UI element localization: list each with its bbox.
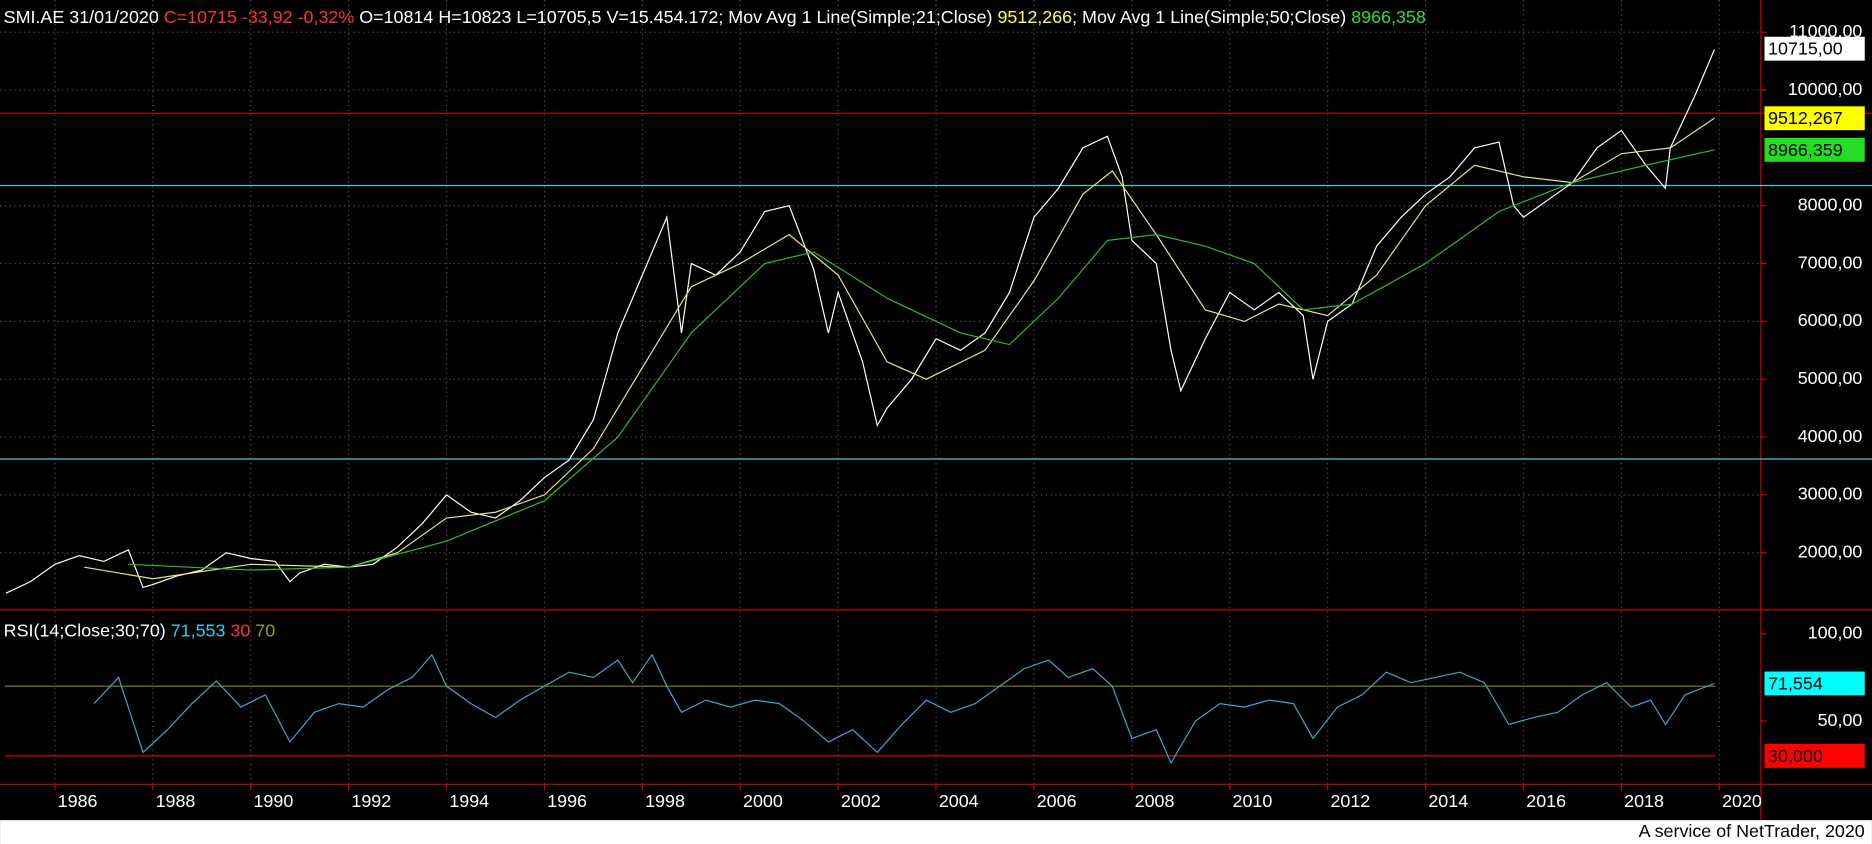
y-tick-label: 10000,00 [1788, 79, 1863, 99]
y-tick-label: 7000,00 [1798, 252, 1863, 272]
series-line [128, 149, 1715, 571]
value-box [1764, 671, 1865, 696]
x-tick-label: 2000 [743, 791, 783, 811]
header-part: SMI.AE 31/01/2020 [4, 7, 164, 27]
x-tick-label: 1996 [547, 791, 587, 811]
header-part: C=10715 -33,92 -0,32% [164, 7, 355, 27]
series-line [84, 117, 1715, 580]
x-tick-label: 2016 [1526, 791, 1566, 811]
footer: A service of NetTrader, 2020 [1639, 821, 1865, 841]
y-tick-label: 11000,00 [1789, 21, 1862, 41]
value-box-label: 9512,267 [1768, 108, 1843, 128]
y-tick-label: 3000,00 [1798, 484, 1863, 504]
x-tick-label: 1986 [58, 791, 98, 811]
y-tick-label: 5000,00 [1798, 368, 1863, 388]
x-tick-label: 2014 [1428, 791, 1468, 811]
y-tick-label: 8000,00 [1798, 194, 1863, 214]
x-tick-label: 1992 [351, 791, 391, 811]
x-tick-label: 2006 [1037, 791, 1077, 811]
value-box-label: 30,000 [1768, 746, 1823, 766]
value-box-label: 71,554 [1768, 673, 1823, 693]
value-box-label: 10715,00 [1768, 39, 1843, 59]
x-tick-label: 2018 [1624, 791, 1664, 811]
value-box [1764, 36, 1865, 61]
value-box [1764, 137, 1865, 162]
x-tick-label: 1998 [645, 791, 685, 811]
y-tick-label: 50,00 [1818, 710, 1863, 730]
y-tick-label: 100,00 [1808, 623, 1863, 643]
series-line [5, 49, 1715, 594]
value-box [1764, 106, 1865, 131]
x-tick-label: 2010 [1233, 791, 1273, 811]
footer-band [0, 820, 1872, 844]
series-line [93, 653, 1715, 765]
header-part: 8966,358 [1351, 7, 1426, 27]
header-part: 30 [225, 620, 250, 640]
value-box-label: 8966,359 [1768, 140, 1843, 160]
y-tick-label: 6000,00 [1798, 310, 1863, 330]
x-tick-label: 1994 [449, 791, 489, 811]
header-part: RSI(14;Close;30;70) [4, 620, 171, 640]
x-tick-label: 2008 [1135, 791, 1175, 811]
value-box [1764, 743, 1865, 768]
x-tick-label: 2004 [939, 791, 979, 811]
x-tick-label: 2012 [1330, 791, 1370, 811]
header-part: ; Mov Avg 1 Line(Simple;50;Close) [1072, 7, 1351, 27]
header-part: O=10814 H=10823 L=10705,5 V=15.454.172; … [354, 7, 997, 27]
x-tick-label: 2020 [1722, 791, 1762, 811]
y-tick-label: 2000,00 [1798, 541, 1863, 561]
header-part: 71,553 [171, 620, 226, 640]
header-part: 70 [250, 620, 275, 640]
panel-header: SMI.AE 31/01/2020 C=10715 -33,92 -0,32% … [4, 7, 1426, 27]
x-tick-label: 1988 [156, 791, 196, 811]
y-tick-label: 4000,00 [1798, 426, 1863, 446]
panel-header: RSI(14;Close;30;70) 71,553 30 70 [4, 620, 276, 640]
x-tick-label: 2002 [841, 791, 881, 811]
x-tick-label: 1990 [253, 791, 293, 811]
header-part: 9512,266 [997, 7, 1072, 27]
